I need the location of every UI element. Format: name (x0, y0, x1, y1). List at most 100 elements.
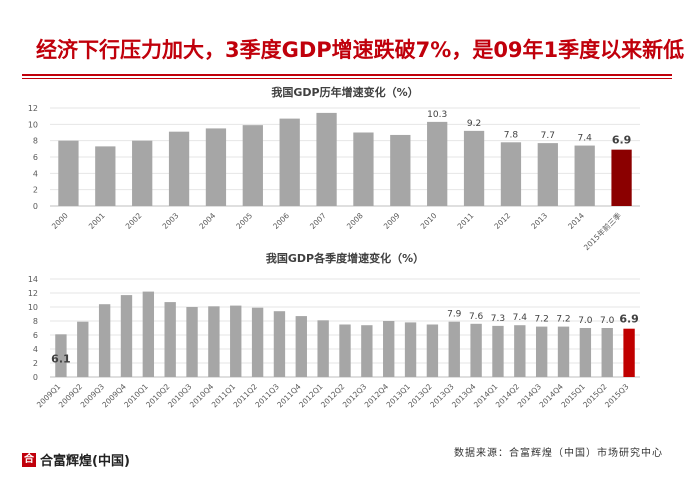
x-tick-label: 2010 (419, 211, 439, 231)
data-label: 7.2 (535, 315, 549, 325)
y-tick-label: 2 (33, 359, 38, 368)
bar (361, 325, 373, 377)
logo-text: 合富辉煌(中国) (40, 454, 130, 469)
bar (500, 142, 522, 206)
company-logo: 合 合富辉煌(中国) (22, 450, 130, 469)
bar (251, 307, 264, 377)
bar (427, 121, 448, 206)
chart-title: 我国GDP各季度增速变化（%） (266, 251, 424, 265)
data-label: 10.3 (427, 110, 447, 120)
x-tick-label: 2006 (271, 211, 291, 231)
bar (205, 128, 227, 206)
bar (98, 304, 111, 377)
bar (168, 131, 190, 206)
bar (58, 140, 79, 206)
bar (208, 306, 220, 377)
data-label: 6.1 (51, 352, 71, 365)
x-tick-label: 2012 (492, 211, 512, 231)
data-label: 7.4 (578, 134, 593, 144)
y-tick-label: 14 (28, 275, 38, 284)
bar (383, 321, 395, 377)
bar (353, 132, 374, 206)
y-tick-label: 10 (28, 303, 38, 312)
data-label: 6.9 (612, 134, 632, 147)
y-tick-label: 12 (28, 104, 38, 113)
bar (55, 334, 67, 377)
bar (404, 322, 417, 377)
bar (132, 140, 153, 206)
bar (316, 112, 337, 206)
data-label: 7.6 (469, 312, 484, 322)
bar (279, 118, 300, 206)
y-tick-label: 6 (33, 331, 38, 340)
bar (295, 316, 307, 377)
bar (623, 328, 635, 377)
bar (142, 291, 155, 377)
source-note: 数据来源：合富辉煌（中国）市场研究中心 (454, 448, 663, 459)
bar (579, 328, 592, 377)
chart-title: 我国GDP历年增速变化（%） (271, 85, 418, 99)
x-tick-label: 2002 (124, 211, 144, 231)
headline-rule-thin (22, 78, 672, 79)
x-tick-label: 2011 (456, 211, 476, 231)
x-tick-label: 2003 (161, 211, 181, 231)
bar (77, 321, 89, 377)
data-label: 9.2 (467, 119, 481, 129)
headline: 经济下行压力加大，3季度GDP增速跌破7%，是09年1季度以来新低 (36, 38, 685, 62)
bar (574, 145, 595, 206)
annual-gdp-chart: 我国GDP历年增速变化（%） 0 2 4 6 8 10 12 2000 2001 2002 2003 2… (28, 85, 640, 252)
bar (537, 143, 558, 206)
data-label: 7.0 (600, 316, 615, 326)
bar (273, 311, 286, 377)
x-tick-label: 2001 (87, 211, 107, 231)
bar (448, 321, 460, 377)
x-tick-label: 2015Q3 (603, 382, 631, 410)
x-tick-label: 2014 (566, 211, 586, 231)
y-tick-label: 2 (33, 186, 38, 195)
x-tick-label: 2000 (50, 211, 70, 231)
logo-icon: 合 (22, 452, 36, 467)
bar (514, 325, 526, 377)
x-tick-label: 2009 (382, 211, 402, 231)
bar (339, 324, 351, 377)
x-tick-label: 2005 (234, 211, 254, 231)
bar (601, 328, 613, 377)
data-label: 7.3 (491, 314, 505, 324)
bar (242, 125, 263, 206)
bar (557, 326, 570, 377)
y-tick-label: 6 (33, 153, 38, 162)
y-tick-label: 4 (33, 169, 38, 178)
x-tick-label: 2008 (345, 211, 365, 231)
data-label: 7.7 (541, 131, 555, 141)
data-label: 7.8 (504, 130, 519, 140)
data-label: 6.9 (619, 313, 639, 326)
x-tick-label: 2013 (529, 211, 549, 231)
data-label: 7.4 (513, 313, 528, 323)
bar (186, 307, 198, 377)
y-tick-label: 10 (28, 120, 38, 129)
y-tick-label: 8 (33, 137, 38, 146)
bar (611, 149, 632, 206)
bar (164, 302, 176, 377)
bar (492, 325, 504, 377)
bar (95, 146, 116, 206)
x-tick-label: 2004 (197, 211, 217, 231)
bar (317, 320, 329, 377)
quarterly-gdp-chart: 我国GDP各季度增速变化（%）024681012146.12009Q12009Q… (28, 251, 640, 410)
x-tick-label: 2007 (308, 211, 328, 231)
y-tick-label: 12 (28, 289, 38, 298)
bar (463, 130, 485, 206)
bar (390, 134, 411, 206)
bar (230, 305, 242, 377)
y-tick-label: 0 (33, 202, 38, 211)
bar (120, 295, 133, 377)
bar (470, 323, 482, 377)
bar (426, 324, 439, 377)
y-tick-label: 4 (33, 345, 38, 354)
data-label: 7.9 (447, 310, 462, 320)
bar (535, 326, 548, 377)
data-label: 7.2 (556, 315, 570, 325)
data-label: 7.0 (578, 316, 593, 326)
headline-rule (22, 74, 672, 76)
y-tick-label: 8 (33, 317, 38, 326)
